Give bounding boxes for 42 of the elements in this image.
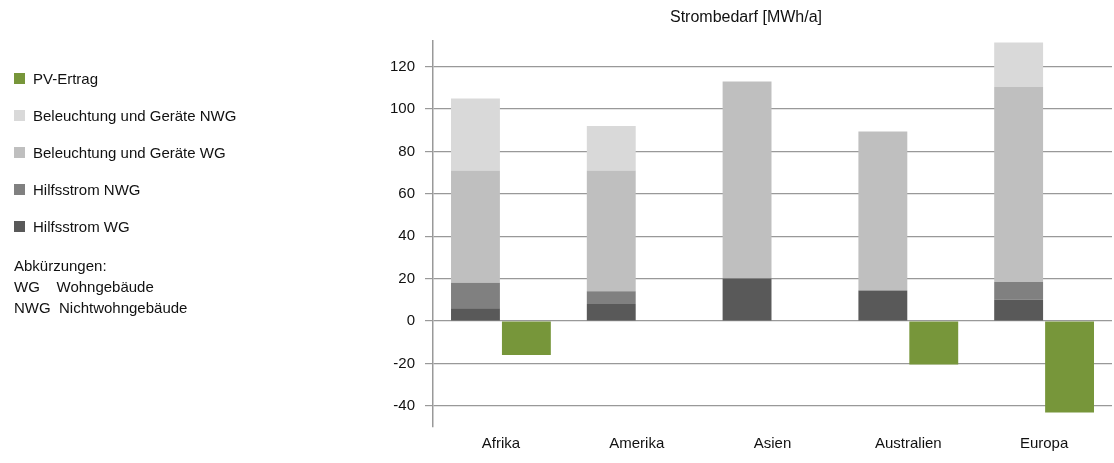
text: NWG Nichtwohngebäude	[14, 298, 189, 318]
bar	[722, 81, 772, 279]
text: Abkürzungen:	[14, 256, 108, 276]
x-tick-label: Afrika	[481, 434, 521, 452]
legend-label: Hilfsstrom NWG	[33, 181, 141, 198]
bar	[501, 321, 551, 355]
bar	[909, 321, 959, 365]
bar	[858, 290, 908, 321]
bar	[994, 86, 1044, 283]
chart-title: Strombedarf [MWh/a]	[669, 8, 823, 26]
x-tick-label: Europa	[1019, 434, 1069, 452]
bar	[994, 42, 1044, 87]
legend-label: Beleuchtung und Geräte NWG	[33, 107, 237, 124]
bar	[722, 278, 772, 321]
bar	[586, 125, 636, 171]
bar	[451, 282, 500, 309]
legend-label: PV-Ertrag	[33, 70, 99, 87]
y-tick-label: 80	[398, 141, 416, 159]
y-tick-label: -40	[393, 395, 416, 413]
y-tick-label: 20	[398, 268, 416, 286]
bar	[1045, 321, 1095, 413]
bar	[994, 299, 1044, 321]
legend-label: Hilfsstrom WG	[33, 218, 130, 235]
y-tick-label: 120	[390, 56, 416, 74]
bar	[586, 291, 636, 305]
y-tick-label: 60	[398, 183, 416, 201]
bar	[451, 170, 500, 283]
bar	[586, 304, 636, 321]
bar	[994, 282, 1044, 300]
bar	[858, 131, 908, 291]
x-tick-label: Amerika	[609, 434, 665, 452]
y-tick-label: 40	[398, 226, 416, 244]
legend-label: Beleuchtung und Geräte WG	[33, 144, 226, 161]
y-tick-label: 100	[390, 99, 416, 117]
text: WG Wohngebäude	[14, 277, 155, 297]
y-tick-label: 0	[406, 311, 416, 329]
bar	[451, 98, 500, 171]
bar	[586, 170, 636, 292]
bar	[451, 308, 500, 321]
y-tick-label: -20	[393, 353, 416, 371]
x-tick-label: Australien	[874, 434, 942, 452]
x-tick-label: Asien	[753, 434, 792, 452]
